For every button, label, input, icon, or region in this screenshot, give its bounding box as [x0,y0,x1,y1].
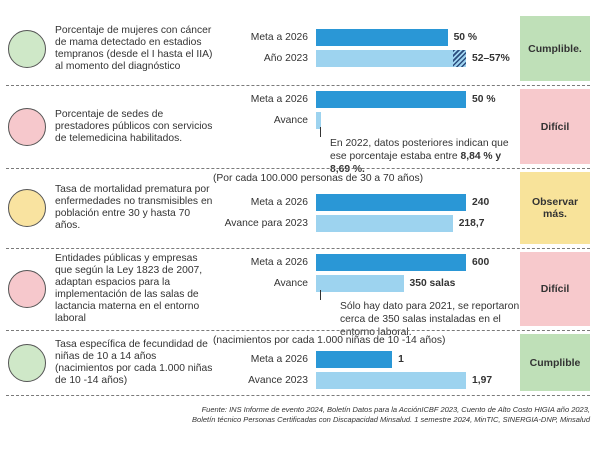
bar [316,91,466,108]
status: Cumplible. [520,16,590,81]
note-top: (Por cada 100.000 personas de 30 a 70 añ… [213,173,424,184]
source: Fuente: INS Informe de evento 2024, Bole… [201,405,590,414]
note-bold: 8,84 % y 8,69 %. [330,151,502,175]
description: Porcentaje de mujeres con cáncer de mama… [55,24,213,72]
status: Observar más. [520,172,590,244]
note: En 2022, datos posteriores indican que e… [330,138,509,175]
bar [316,254,466,271]
icon [8,343,46,382]
description: Tasa de mortalidad prematura por enferme… [55,184,213,231]
separator [6,85,590,86]
bar [316,351,393,368]
bar [316,275,404,292]
note: Sólo hay dato para 2021, se reportaron c… [340,301,520,338]
separator [6,395,590,396]
separator [6,248,590,249]
bar-label: Meta a 2026 [250,257,308,268]
description: Tasa específica de fecundidad de niñas d… [55,338,213,386]
value-label: 50 % [453,32,478,43]
note-top: (nacimientos por cada 1.000 niñas de 10 … [213,335,446,346]
bar-label: Avance [273,115,308,126]
icon [8,270,46,308]
bar-stub [316,112,321,129]
bar-label: Meta a 2026 [250,94,308,105]
icon [8,29,46,68]
value-label: 1 [398,354,404,365]
value-label: 600 [472,257,490,268]
value-label: 240 [472,197,490,208]
bar-label: Avance [273,278,308,289]
separator [6,168,590,169]
description: Entidades públicas y empresas que según … [55,253,203,324]
bar [316,372,466,389]
note-pointer [320,290,321,300]
value-label: 50 % [472,94,496,105]
value-label: 1,97 [472,375,493,386]
bar-label: Avance 2023 [248,375,308,386]
bar [316,215,453,232]
value-label: 218,7 [458,218,485,229]
note-pointer [320,127,321,137]
icon [8,107,46,146]
bar [316,194,466,211]
separator [6,330,590,331]
bar [316,29,448,46]
icon [8,189,46,227]
value-label: 350 salas [409,278,456,289]
value-label: 52–57% [472,53,510,64]
bar-label: Meta a 2026 [250,354,308,365]
bar-label: Meta a 2026 [250,32,308,43]
status: Cumplible [520,334,590,391]
bar-label: Año 2023 [263,53,308,64]
status: Difícil [520,252,590,326]
source: Boletín técnico Personas Certificadas co… [192,415,590,424]
bar [316,50,453,67]
bar-label: Meta a 2026 [250,197,308,208]
bar-range [452,50,466,67]
status: Difícil [520,89,590,164]
description: Porcentaje de sedes de prestadores públi… [55,108,213,144]
bar-label: Avance para 2023 [224,218,308,229]
